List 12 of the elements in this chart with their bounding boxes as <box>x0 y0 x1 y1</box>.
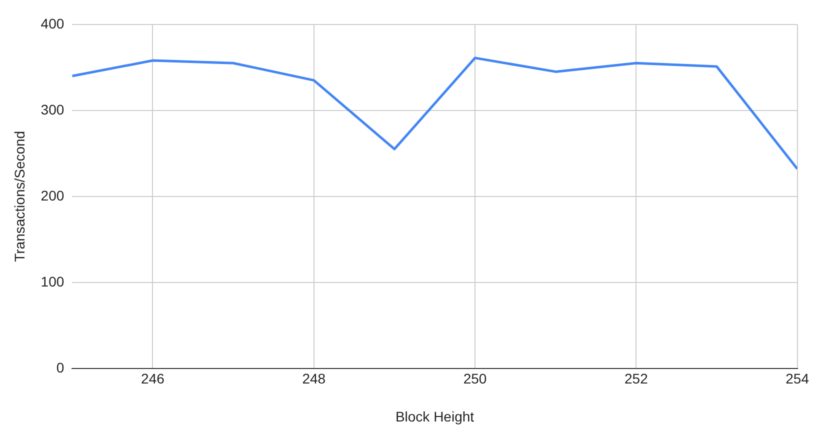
y-axis-title: Transactions/Second <box>11 130 28 262</box>
x-tick-label: 250 <box>463 370 487 387</box>
x-tick-label: 248 <box>302 370 326 387</box>
y-tick-label: 100 <box>40 273 64 290</box>
x-tick-label: 252 <box>624 370 648 387</box>
y-tick-label: 400 <box>40 15 64 32</box>
y-tick-label: 0 <box>56 359 64 376</box>
x-axis-title: Block Height <box>395 408 474 424</box>
y-tick-label: 200 <box>40 187 64 204</box>
x-tick-label: 254 <box>786 370 810 387</box>
x-tick-label: 246 <box>141 370 165 387</box>
y-tick-label: 300 <box>40 101 64 118</box>
